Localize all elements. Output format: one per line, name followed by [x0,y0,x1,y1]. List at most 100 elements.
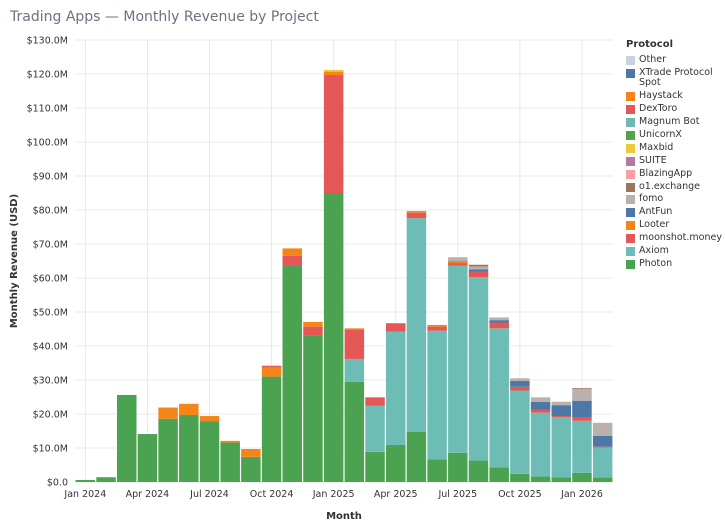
bar-segment-photon [365,451,385,482]
legend-label: Maxbid [639,141,674,153]
chart-title: Trading Apps — Monthly Revenue by Projec… [10,9,319,25]
bar-segment-photon [137,434,158,482]
legend-label: fomo [639,193,664,205]
legend-label: AntFun [639,206,673,218]
legend-title: Protocol [626,39,674,50]
x-tick-label: Apr 2024 [126,489,170,500]
bar-segment-antfun [489,320,509,323]
bar-segment-dextoro [261,365,282,368]
legend-item[interactable]: fomo [626,194,719,205]
legend-swatch [626,68,635,78]
bar-segment-moonshot-money [303,326,323,336]
bar-segment-o1-exchange [572,388,592,389]
legend-item[interactable]: DexToro [626,104,719,115]
bar-segment-fomo [489,317,509,321]
legend-item[interactable]: SUITE [626,155,719,167]
x-tick-label: Oct 2024 [250,489,294,500]
bar-segment-axiom [365,405,385,452]
legend-swatch [626,169,635,179]
legend-item[interactable]: UnicornX [626,129,719,141]
bar-segment-photon [96,477,116,482]
legend-label: Magnum Bot [639,116,700,128]
legend-swatch [626,105,635,115]
bar-segment-looter [241,449,261,457]
legend-label: XTrade Protocol Spot [639,66,713,89]
legend-item[interactable]: Maxbid [626,141,719,154]
bar-segment-photon [282,265,303,482]
bar-segment-photon [75,479,96,482]
bar-segment-looter [261,367,282,377]
y-tick-label: $60.0M [33,274,68,285]
y-tick-label: $80.0M [33,206,68,217]
legend-item[interactable]: Other [626,54,719,66]
bar-segment-photon [448,452,468,482]
bar-segment-photon [220,442,240,482]
bar-segment-looter [282,248,303,256]
bar-segment-moonshot-money [551,416,572,418]
legend-label: BlazingApp [639,167,693,179]
legend-label: Photon [639,257,673,269]
bar-segment-looter [323,71,344,76]
bar-segment-photon [241,456,261,482]
legend-item[interactable]: moonshot.money [626,233,722,244]
legend-item[interactable]: AntFun [626,207,719,218]
bar-segment-looter [427,324,447,327]
y-tick-label: $0.0 [47,478,68,489]
legend-swatch [626,221,635,231]
legend-item[interactable]: Haystack [626,91,719,102]
bar-segment-photon [406,431,427,482]
bar-segment-antfun [572,400,592,418]
bar-segment-moonshot-money [365,397,385,406]
bar-segment-antfun [468,269,489,272]
bar-segment-axiom [344,358,365,382]
bar-segment-fomo [448,257,468,261]
legend-swatch [626,92,635,102]
bar-segment-photon [303,335,323,482]
legend-swatch [626,208,635,218]
legend-label: Other [639,54,666,65]
bar-segment-fomo [468,266,489,270]
bar-segment-fomo [510,378,530,382]
bar-segment-antfun [592,435,613,447]
bar-segment-moonshot-money [323,75,344,193]
x-tick-label: Jul 2025 [437,489,477,500]
legend-swatch [626,130,635,140]
x-tick-label: Jan 2024 [63,489,106,500]
bar-segment-looter [406,211,427,213]
legend-swatch [626,195,635,205]
bar-segment-photon [323,193,344,482]
bar-segment-axiom [448,265,468,453]
bar-segment-photon [116,394,137,482]
legend-item[interactable]: BlazingApp [626,167,719,180]
bar-segment-moonshot-money [510,386,530,391]
legend-swatch [626,182,635,192]
legend: Protocol Other XTrade Protocol Spot Haysta… [626,39,722,272]
legend-item[interactable]: Magnum Bot [626,117,719,128]
bar-segment-photon [385,444,406,482]
legend-swatch [626,246,635,256]
bar-segment-looter [303,321,323,327]
legend-item[interactable]: Axiom [626,245,719,257]
x-tick-label: Jul 2024 [189,489,229,500]
bar-segment-moonshot-money [344,330,365,359]
bar-segment-moonshot-money [448,263,468,266]
y-tick-label: $10.0M [33,444,68,455]
legend-item[interactable]: XTrade Protocol Spot [626,66,719,89]
bar-segment-looter [344,328,365,331]
legend-swatch [626,259,635,269]
legend-item[interactable]: o1.exchange [626,181,719,193]
y-tick-label: $70.0M [33,240,68,251]
legend-label: Haystack [639,90,683,102]
legend-item[interactable]: Photon [626,257,719,270]
y-tick-label: $110.0M [27,104,68,115]
bar-segment-moonshot-money [406,212,427,219]
bar-segment-photon [468,460,489,482]
bar-segment-fomo [551,401,572,406]
bar-segment-photon [427,459,447,482]
y-tick-label: $20.0M [33,410,68,421]
legend-item[interactable]: Looter [626,220,719,231]
legend-swatch [626,56,635,65]
bar-segment-moonshot-money [385,323,406,332]
